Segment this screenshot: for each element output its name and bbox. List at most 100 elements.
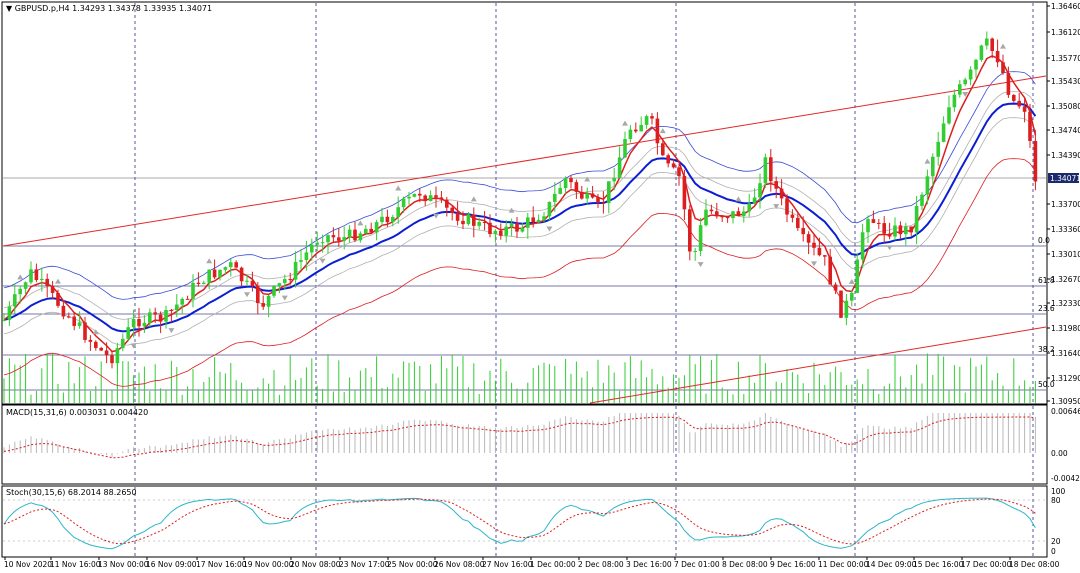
fib-level-label: 23.6	[1038, 304, 1055, 313]
candle	[531, 217, 535, 223]
candle	[137, 319, 141, 327]
candle	[13, 294, 17, 307]
candle	[585, 193, 589, 199]
fractal-arrow	[508, 207, 515, 213]
candle	[871, 219, 876, 223]
candle	[223, 267, 228, 270]
candle	[752, 197, 757, 204]
candle	[493, 230, 498, 235]
candle	[428, 195, 433, 202]
candle	[320, 242, 325, 244]
candle	[391, 217, 395, 223]
candle	[369, 228, 373, 233]
candle	[126, 327, 130, 339]
time-tick-label: 23 Nov 17:00	[339, 560, 390, 569]
macd-signal-line	[3, 416, 1036, 459]
candle	[855, 259, 859, 293]
candle	[882, 223, 886, 234]
upper-channel-line	[2, 75, 1047, 247]
fractal-arrow	[395, 185, 402, 191]
candle	[958, 84, 962, 95]
candle	[817, 247, 822, 256]
price-tick-label: 1.36460	[1051, 2, 1080, 11]
fractal-arrow	[470, 196, 477, 202]
candle	[828, 256, 832, 285]
time-tick-label: 15 Dec 16:00	[913, 560, 964, 569]
candle	[553, 193, 557, 202]
price-tick-label: 1.33360	[1051, 225, 1080, 234]
candle	[342, 237, 346, 241]
candle	[931, 156, 935, 177]
candle	[250, 280, 255, 287]
current-price-marker	[1048, 173, 1079, 183]
candle	[396, 207, 400, 218]
candle	[434, 195, 438, 198]
candle	[1028, 111, 1032, 141]
candle	[439, 197, 444, 200]
candle	[720, 216, 724, 218]
candle	[536, 219, 541, 223]
chart-header: ▼ GBPUSD.p,H4 1.34293 1.34378 1.33935 1.…	[6, 4, 212, 13]
fractal-arrow	[168, 328, 175, 334]
candle	[131, 319, 136, 328]
candle	[893, 225, 897, 237]
candle	[990, 38, 994, 52]
time-tick-label: 1 Dec 00:00	[530, 560, 576, 569]
price-tick-label: 1.35770	[1051, 54, 1080, 63]
candle	[229, 262, 233, 268]
candle	[158, 314, 163, 322]
candle	[844, 300, 849, 318]
candle	[542, 216, 546, 220]
candle	[590, 193, 595, 198]
candle	[947, 107, 951, 124]
fractal-arrow	[206, 258, 213, 264]
candle	[569, 178, 573, 183]
candle	[477, 222, 481, 226]
candle	[272, 285, 276, 296]
candle	[623, 139, 627, 158]
candle	[7, 306, 12, 320]
stoch-d-line	[3, 498, 1036, 545]
fractal-arrow	[55, 278, 61, 284]
candle	[607, 181, 611, 204]
fib-level-label: 50.0	[1038, 380, 1055, 389]
candle	[466, 214, 471, 225]
price-tick-label: 1.34390	[1051, 151, 1080, 160]
upper-band-line	[3, 71, 1036, 300]
stoch-tick-label: 100	[1051, 487, 1066, 496]
volume-bars	[3, 353, 1036, 403]
candle	[596, 197, 600, 203]
dropdown-triangle-icon: ▼	[6, 4, 15, 13]
candle	[455, 212, 460, 221]
candle	[180, 298, 184, 305]
fib-level-labels: 0.0 61.8 23.6 38.2 50.0	[1038, 236, 1055, 389]
candle	[1022, 106, 1027, 112]
candle	[655, 118, 660, 144]
envelope-lower-line	[3, 117, 1036, 346]
candle	[67, 316, 71, 318]
candle	[175, 304, 179, 311]
candle	[563, 178, 568, 189]
candle	[774, 181, 778, 189]
fractal-arrow	[357, 220, 364, 226]
candle	[671, 163, 676, 168]
candle	[2, 319, 6, 321]
candle	[839, 290, 843, 318]
candle	[380, 216, 384, 223]
time-tick-label: 18 Dec 08:00	[1009, 560, 1060, 569]
candle	[293, 261, 298, 280]
candle	[304, 252, 309, 261]
candle	[104, 350, 109, 356]
stoch-tick-label: 0	[1051, 547, 1056, 556]
macd-panel-frame	[1, 404, 1048, 485]
price-axis: 1.36460 1.36120 1.35770 1.35430 1.35080 1.347…	[1047, 2, 1080, 406]
macd-histogram	[3, 413, 1036, 459]
candle	[364, 228, 368, 234]
candle	[445, 199, 449, 208]
time-tick-label: 16 Nov 09:00	[146, 560, 197, 569]
candle	[677, 167, 681, 176]
macd-tick-label: -0.00425	[1051, 474, 1080, 483]
fib-level-label: 61.8	[1038, 276, 1055, 285]
candle	[23, 282, 28, 289]
